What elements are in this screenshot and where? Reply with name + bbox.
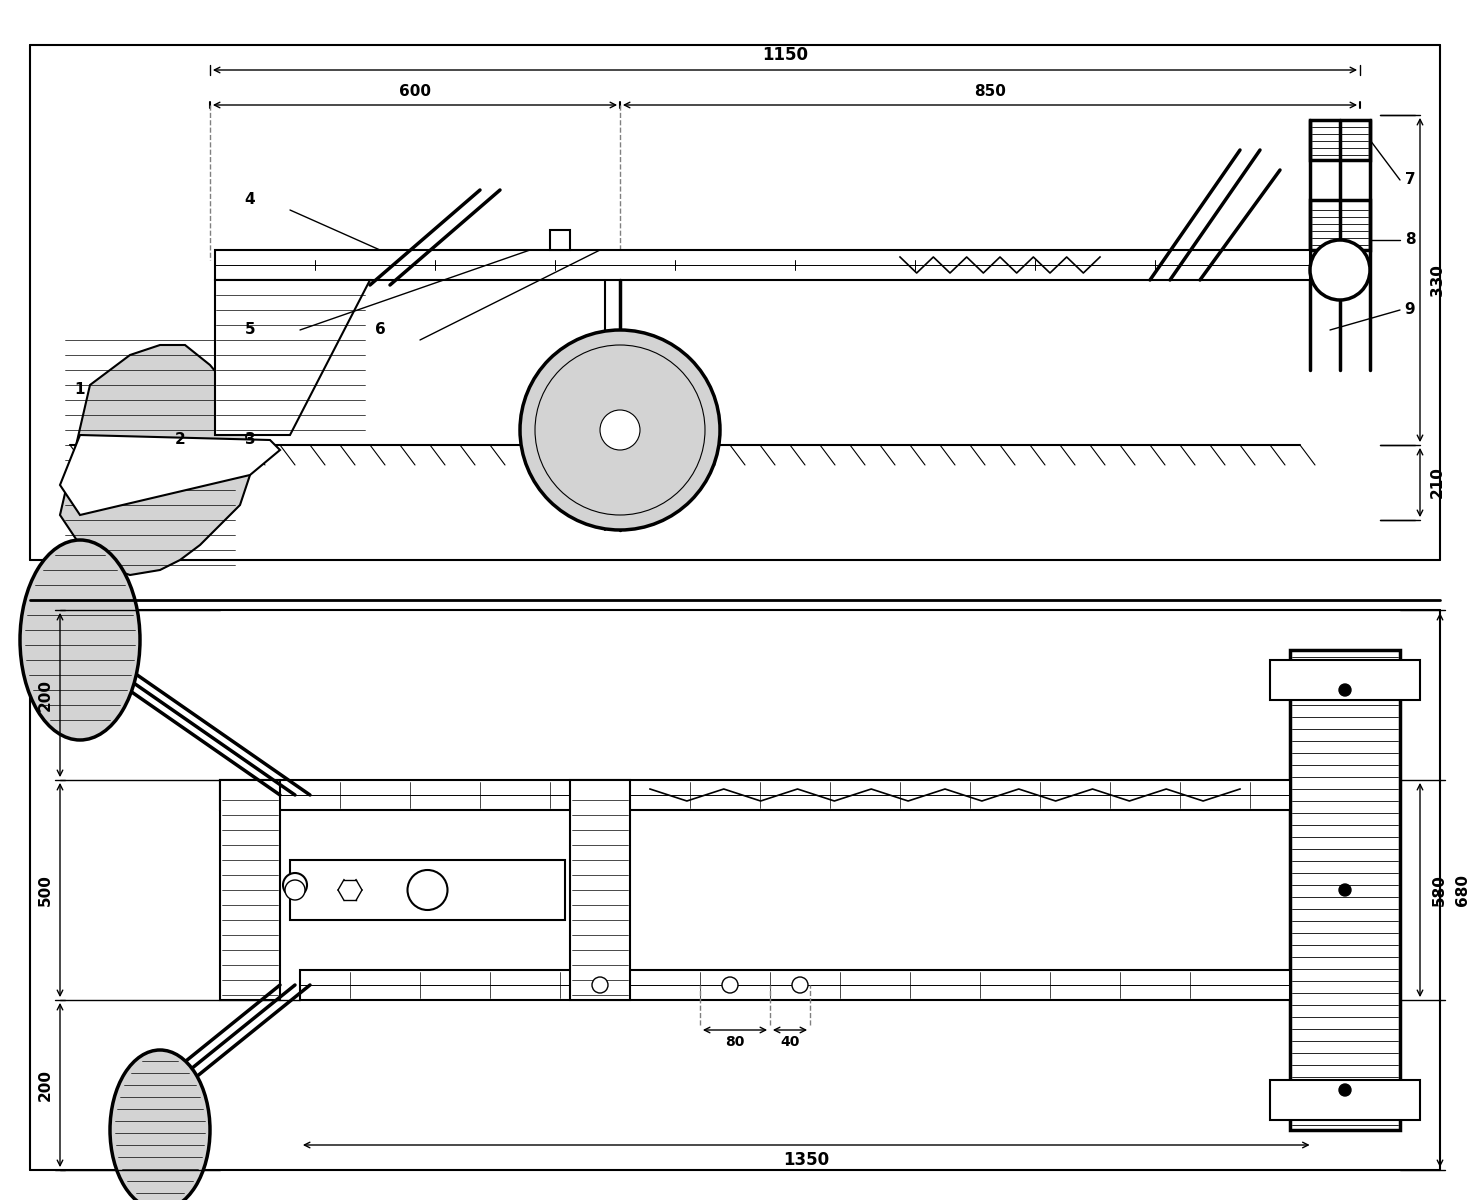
Polygon shape (1291, 650, 1399, 1130)
Circle shape (285, 880, 304, 900)
Polygon shape (550, 230, 570, 250)
Polygon shape (1270, 1080, 1420, 1120)
Polygon shape (1270, 660, 1420, 700)
Polygon shape (1310, 200, 1370, 250)
Ellipse shape (110, 1050, 210, 1200)
Text: 4: 4 (244, 192, 256, 208)
Text: 6: 6 (375, 323, 385, 337)
Circle shape (1310, 240, 1370, 300)
Circle shape (1339, 1084, 1351, 1096)
Circle shape (284, 874, 307, 898)
Text: 500: 500 (38, 874, 53, 906)
Polygon shape (60, 346, 250, 575)
Polygon shape (215, 280, 370, 434)
Text: 1350: 1350 (784, 1151, 829, 1169)
Ellipse shape (21, 540, 140, 740)
Polygon shape (1310, 120, 1370, 160)
Text: 8: 8 (1405, 233, 1416, 247)
Text: 5: 5 (244, 323, 256, 337)
Text: 680: 680 (1455, 874, 1470, 906)
Polygon shape (290, 860, 564, 920)
Text: 200: 200 (38, 1069, 53, 1102)
Circle shape (1339, 684, 1351, 696)
Text: 3: 3 (244, 432, 256, 448)
Circle shape (722, 977, 738, 994)
Polygon shape (215, 250, 1310, 280)
Polygon shape (220, 780, 279, 1000)
Text: 210: 210 (1430, 467, 1445, 498)
Text: 850: 850 (975, 84, 1005, 98)
Circle shape (1339, 884, 1351, 896)
Text: 200: 200 (38, 679, 53, 710)
Text: 80: 80 (725, 1034, 745, 1049)
Text: 600: 600 (398, 84, 431, 98)
Circle shape (407, 870, 447, 910)
Text: 330: 330 (1430, 264, 1445, 296)
Circle shape (520, 330, 720, 530)
Circle shape (592, 977, 609, 994)
Text: 580: 580 (1432, 874, 1446, 906)
Circle shape (600, 410, 639, 450)
Text: 2: 2 (175, 432, 185, 448)
Polygon shape (60, 346, 250, 575)
Polygon shape (60, 434, 279, 515)
Text: 1: 1 (75, 383, 85, 397)
Polygon shape (220, 780, 1291, 810)
Text: 40: 40 (781, 1034, 800, 1049)
Text: 1150: 1150 (761, 46, 809, 64)
Polygon shape (300, 970, 1291, 1000)
Circle shape (792, 977, 808, 994)
Text: 9: 9 (1405, 302, 1416, 318)
Text: 7: 7 (1405, 173, 1416, 187)
Polygon shape (570, 780, 631, 1000)
